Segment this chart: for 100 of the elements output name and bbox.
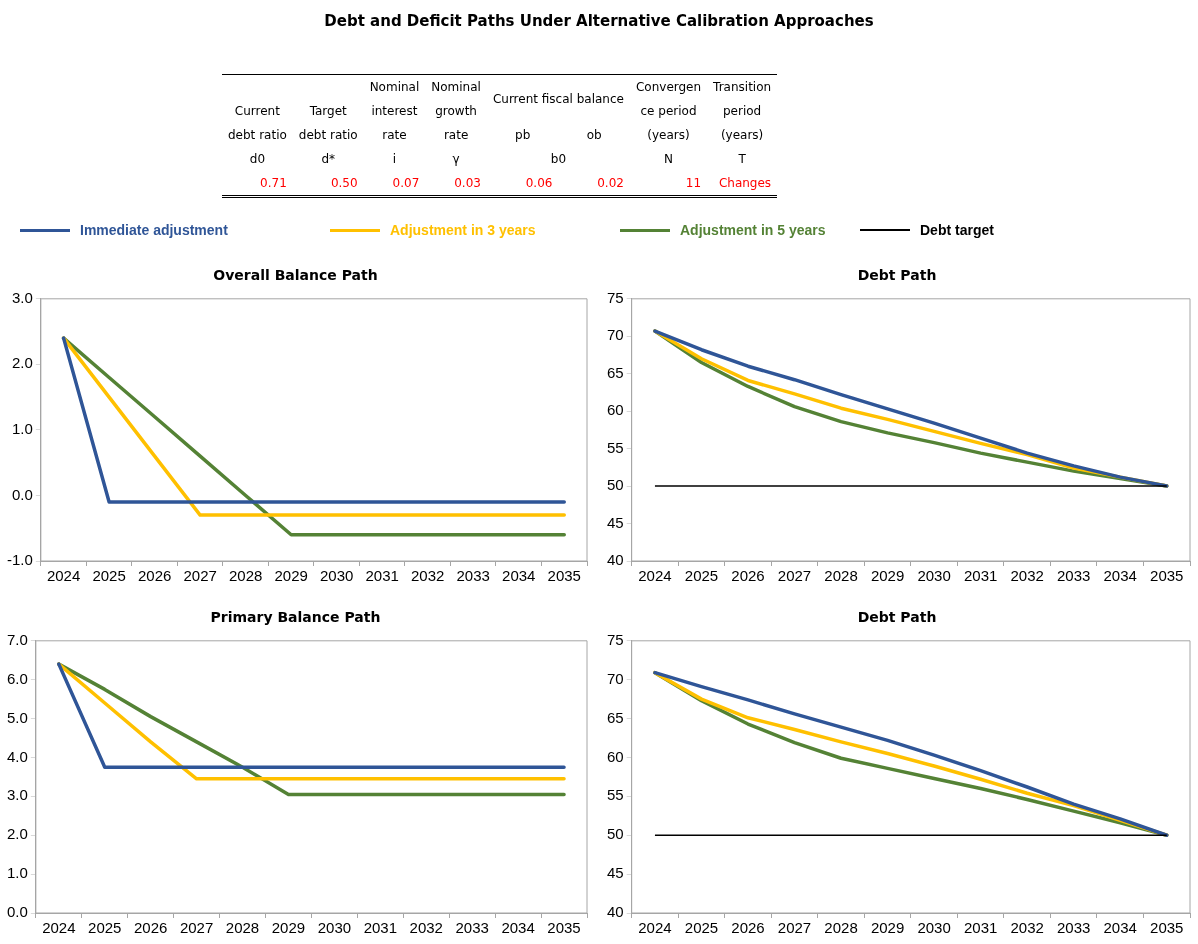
legend-label: Debt target	[920, 222, 994, 238]
y-tick-label: 75	[607, 630, 624, 648]
x-tick-label: 2033	[455, 919, 489, 937]
x-tick-label: 2027	[183, 567, 217, 585]
x-tick-label: 2031	[365, 567, 399, 585]
x-tick-label: 2031	[963, 919, 998, 937]
x-tick-label: 2035	[1150, 567, 1184, 585]
x-tick-label: 2024	[638, 567, 672, 585]
y-tick-label: 6.0	[6, 669, 28, 687]
y-tick-label: 3.0	[11, 288, 33, 306]
x-tick-label: 2032	[409, 919, 443, 937]
chart-title: Primary Balance Path	[210, 609, 381, 626]
x-tick-label: 2029	[870, 567, 905, 585]
x-tick-label: 2028	[824, 567, 858, 585]
y-tick-label: 65	[607, 708, 624, 726]
text: Debt and Deficit Paths Under Alternative Calibration Approaches	[323, 12, 875, 30]
x-tick-label: 2034	[501, 919, 535, 937]
x-tick-label: 2030	[317, 919, 352, 937]
y-tick-label: 75	[607, 288, 624, 306]
x-tick-label: 2030	[917, 567, 951, 585]
x-tick-label: 2029	[274, 567, 308, 585]
y-tick-label: 2.0	[6, 825, 28, 843]
chart-title: Debt Path	[857, 609, 937, 626]
x-tick-label: 2035	[1150, 919, 1184, 937]
x-tick-label: 2028	[228, 567, 263, 585]
x-tick-label: 2026	[133, 919, 168, 937]
text: Convergen ce period (years)	[634, 79, 703, 144]
x-tick-label: 2026	[137, 567, 172, 585]
text: b0	[549, 151, 568, 168]
text: N	[663, 151, 674, 168]
x-tick-label: 2025	[684, 567, 719, 585]
x-tick-label: 2035	[547, 567, 581, 585]
y-tick-label: 60	[607, 401, 624, 419]
y-tick-label: 2.0	[11, 354, 33, 372]
y-tick-label: 65	[607, 363, 624, 381]
y-tick-label: 50	[607, 476, 624, 494]
x-tick-label: 2026	[731, 567, 765, 585]
x-tick-label: 2029	[870, 919, 905, 937]
x-tick-label: 2027	[777, 567, 812, 585]
y-tick-label: 0.0	[11, 485, 33, 503]
x-tick-label: 2033	[456, 567, 490, 585]
x-tick-label: 2027	[777, 919, 812, 937]
text: 0.50	[329, 175, 359, 192]
text: pb	[514, 127, 532, 144]
x-tick-label: 2034	[1103, 567, 1137, 585]
x-tick-label: 2033	[1057, 919, 1091, 937]
text: Transition period (years)	[712, 79, 773, 144]
x-tick-label: 2030	[917, 919, 951, 937]
text: ob	[585, 127, 603, 144]
text: d*	[320, 151, 337, 168]
y-tick-label: 0.0	[6, 903, 28, 921]
text: 0.02	[596, 175, 625, 192]
text: i	[391, 151, 398, 168]
text: d0	[248, 151, 267, 168]
y-tick-label: 40	[607, 903, 624, 921]
y-tick-label: 7.0	[6, 630, 28, 648]
x-tick-label: 2024	[42, 919, 76, 937]
y-tick-label: 70	[607, 669, 624, 687]
x-tick-label: 2032	[1010, 567, 1044, 585]
text: Current fiscal balance	[491, 91, 625, 109]
x-tick-label: 2024	[638, 919, 672, 937]
y-tick-label: 60	[607, 747, 624, 765]
x-tick-label: 2024	[46, 567, 81, 585]
x-tick-label: 2027	[179, 919, 214, 937]
x-tick-label: 2033	[1057, 567, 1091, 585]
x-tick-label: 2028	[824, 919, 858, 937]
text: 0.03	[453, 175, 482, 192]
x-tick-label: 2029	[271, 919, 306, 937]
y-tick-label: 55	[607, 786, 624, 804]
text: Changes	[717, 175, 773, 192]
text: 0.06	[524, 175, 554, 192]
x-tick-label: 2026	[731, 919, 765, 937]
legend-label: Adjustment in 3 years	[390, 222, 536, 238]
y-tick-label: -1.0	[6, 551, 33, 569]
x-tick-label: 2032	[1010, 919, 1044, 937]
y-tick-label: 1.0	[11, 420, 33, 438]
x-tick-label: 2031	[963, 567, 998, 585]
y-tick-label: 4.0	[6, 747, 28, 765]
y-tick-label: 55	[607, 438, 624, 456]
text: T	[737, 151, 747, 168]
text: 0.07	[391, 175, 421, 192]
x-tick-label: 2025	[88, 919, 122, 937]
x-tick-label: 2035	[547, 919, 581, 937]
y-tick-label: 45	[607, 513, 624, 531]
chart-title: Overall Balance Path	[213, 267, 378, 284]
x-tick-label: 2034	[1103, 919, 1137, 937]
legend-label: Adjustment in 5 years	[680, 222, 826, 238]
text: γ	[451, 151, 461, 168]
x-tick-label: 2025	[92, 567, 126, 585]
x-tick-label: 2032	[411, 567, 445, 585]
chart-title: Debt Path	[857, 267, 937, 284]
y-tick-label: 40	[607, 551, 624, 569]
text: 0.71	[259, 175, 288, 192]
y-tick-label: 3.0	[6, 786, 28, 804]
x-tick-label: 2030	[319, 567, 354, 585]
y-tick-label: 70	[607, 326, 624, 344]
text: 11	[684, 175, 703, 192]
y-tick-label: 50	[607, 825, 624, 843]
x-tick-label: 2025	[684, 919, 719, 937]
legend-label: Immediate adjustment	[80, 222, 228, 238]
